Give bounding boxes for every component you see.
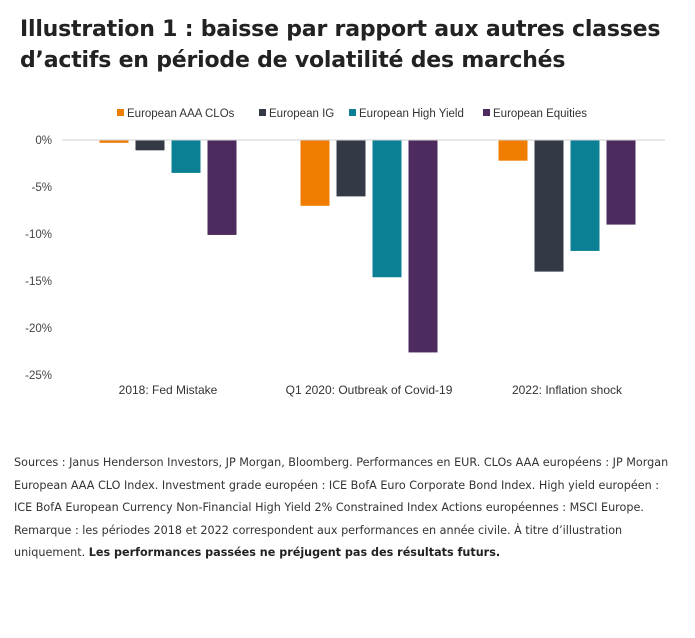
chart-title-line-1: Illustration 1 : baisse par rapport aux … <box>20 17 661 42</box>
bar <box>336 140 366 197</box>
remark-text: Remarque : les périodes 2018 et 2022 cor… <box>14 523 623 560</box>
y-tick-label: -20% <box>25 323 52 335</box>
y-tick-label: 0% <box>35 135 52 147</box>
y-tick-label: -5% <box>32 182 52 194</box>
bar <box>135 140 165 151</box>
disclaimer-text: Les performances passées ne préjugent pa… <box>88 546 501 559</box>
chart-title-line-2: d’actifs en période de volatilité des ma… <box>20 48 566 73</box>
x-category-label: 2022: Inflation shock <box>512 383 623 397</box>
bar <box>534 140 564 272</box>
sources-note: Sources : Janus Henderson Investors, JP … <box>14 456 669 514</box>
x-axis: 2018: Fed Mistake Q1 2020: Outbreak of Co… <box>62 139 665 397</box>
y-tick-label: -15% <box>25 276 52 288</box>
legend-label-2: European IG <box>269 108 334 120</box>
chart-notes: Sources : Janus Henderson Investors, JP … <box>14 452 679 565</box>
legend-label-4: European Equities <box>493 108 587 120</box>
bar <box>408 140 438 353</box>
bar-chart: European AAA CLOs European IG European Hig… <box>25 108 665 397</box>
y-axis: 0% -5% -10% -15% -20% -25% <box>25 135 52 382</box>
legend-swatch-4 <box>483 109 490 116</box>
bar <box>171 140 201 173</box>
y-tick-label: -25% <box>25 370 52 382</box>
bar <box>570 140 600 251</box>
bar <box>300 140 330 206</box>
legend-swatch-1 <box>117 109 124 116</box>
remark-note: Remarque : les périodes 2018 et 2022 cor… <box>14 520 679 565</box>
bar <box>498 140 528 161</box>
chart-title: Illustration 1 : baisse par rapport aux … <box>20 14 680 76</box>
x-category-label: 2018: Fed Mistake <box>119 383 218 397</box>
legend-swatch-3 <box>349 109 356 116</box>
bar <box>207 140 237 235</box>
bar <box>99 140 129 143</box>
legend-label-3: European High Yield <box>359 108 464 120</box>
legend-label-1: European AAA CLOs <box>127 108 235 120</box>
bar <box>606 140 636 225</box>
bar <box>372 140 402 278</box>
chart-legend: European AAA CLOs European IG European Hig… <box>117 108 587 120</box>
x-category-label: Q1 2020: Outbreak of Covid-19 <box>286 383 453 397</box>
legend-swatch-2 <box>259 109 266 116</box>
y-tick-label: -10% <box>25 229 52 241</box>
bars <box>99 140 636 353</box>
